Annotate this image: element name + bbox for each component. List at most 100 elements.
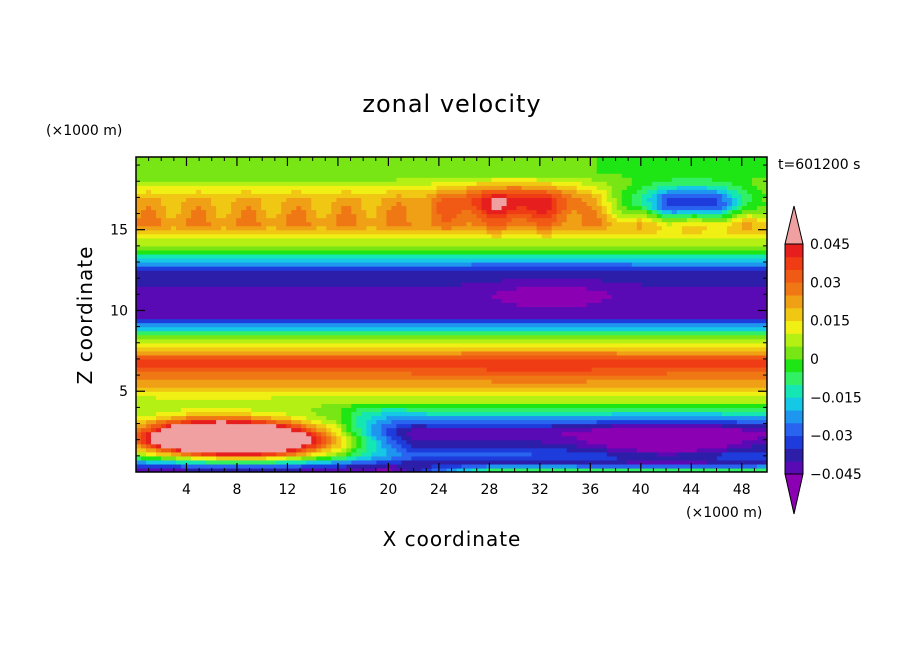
heatmap-cell [136, 294, 493, 299]
heatmap-cell [641, 185, 658, 190]
heatmap-cell [286, 451, 297, 457]
heatmap-cell [366, 447, 377, 453]
colorbar-tick-label: −0.045 [810, 467, 862, 483]
heatmap-cell [471, 467, 488, 472]
heatmap-cell [361, 451, 372, 457]
heatmap-cell [136, 419, 147, 425]
heatmap-cell [351, 459, 377, 465]
heatmap-cell [386, 463, 398, 469]
heatmap-cell [756, 185, 767, 190]
heatmap-cell [646, 213, 658, 219]
heatmap-cell [301, 205, 312, 211]
heatmap-cell [381, 423, 398, 429]
heatmap-cell [311, 197, 337, 203]
heatmap-cell [361, 443, 367, 449]
heatmap-cell [431, 217, 443, 223]
heatmap-cell [291, 419, 302, 425]
heatmap-cell [191, 455, 217, 461]
heatmap-cell [181, 407, 252, 413]
heatmap-cell [136, 379, 493, 384]
heatmap-cell [431, 181, 478, 186]
heatmap-cell [141, 435, 147, 441]
heatmap-cell [661, 225, 683, 231]
heatmap-cell [641, 217, 653, 223]
heatmap-cell [176, 225, 222, 231]
heatmap-cell [356, 423, 367, 429]
heatmap-cell [681, 229, 703, 235]
heatmap-cell [341, 419, 352, 425]
heatmap-cell [386, 209, 408, 215]
heatmap-cell [351, 419, 357, 425]
heatmap-cell [311, 431, 317, 437]
heatmap-cell [386, 451, 403, 457]
heatmap-cell [506, 221, 538, 227]
heatmap-cell [686, 217, 703, 223]
heatmap-cell [166, 209, 182, 215]
heatmap-cell [621, 189, 638, 194]
heatmap-cell [166, 213, 177, 219]
heatmap-cell [596, 213, 608, 219]
heatmap-cell [146, 447, 157, 453]
heatmap-cell [576, 189, 593, 194]
heatmap-cell [186, 197, 212, 203]
heatmap-cell [611, 221, 638, 227]
heatmap-cell [351, 189, 387, 194]
heatmap-cell [606, 451, 658, 457]
heatmap-cell [141, 443, 147, 449]
heatmap-cell [491, 197, 508, 203]
heatmap-cell [211, 201, 232, 207]
colorbar: 0.045 0.03 0.015 0 −0.015 −0.03 −0.045 [784, 205, 862, 515]
heatmap-cell [636, 217, 643, 223]
heatmap-cell [181, 451, 192, 457]
heatmap-cell [576, 463, 758, 469]
heatmap-cell [306, 459, 332, 465]
heatmap-cell [351, 443, 357, 449]
heatmap-cell [136, 213, 142, 219]
heatmap-cell [676, 185, 708, 190]
heatmap-cell [716, 201, 728, 207]
heatmap-cell [136, 181, 433, 186]
colorbar-tick-label: 0.045 [810, 237, 850, 253]
heatmap-cell [301, 189, 342, 194]
heatmap-cell [741, 201, 748, 207]
plot-area [136, 157, 767, 472]
heatmap-cell [736, 205, 743, 211]
heatmap-cell [706, 459, 767, 465]
heatmap-cell [331, 439, 337, 445]
heatmap-cell [136, 415, 157, 421]
heatmap-cell [136, 367, 488, 372]
heatmap-cell [631, 197, 643, 203]
heatmap-cell [471, 221, 488, 227]
heatmap-cell [611, 185, 628, 190]
heatmap-cell [301, 427, 307, 433]
heatmap-cell [391, 205, 408, 211]
heatmap-cell [301, 467, 377, 472]
heatmap-cell [346, 447, 352, 453]
heatmap-cell [411, 423, 428, 429]
heatmap-cell [356, 415, 372, 421]
heatmap-cell [431, 213, 443, 219]
heatmap-cell [336, 217, 357, 223]
heatmap-cell [136, 298, 503, 303]
heatmap-cell [606, 443, 728, 449]
heatmap-cell [181, 201, 212, 207]
colorbar-swatch [785, 320, 803, 334]
heatmap-cell [731, 217, 743, 223]
heatmap-cell [146, 423, 152, 429]
heatmap-cell [601, 201, 613, 207]
heatmap-cell [461, 209, 473, 215]
heatmap-cell [431, 197, 443, 203]
heatmap-cell [456, 213, 478, 219]
heatmap-cell [136, 463, 182, 469]
heatmap-cell [181, 419, 192, 425]
colorbar-swatch [785, 282, 803, 296]
heatmap-cell [356, 455, 372, 461]
heatmap-cell [396, 463, 433, 469]
x-axis-label: X coordinate [383, 527, 522, 551]
heatmap-cell [206, 217, 237, 223]
heatmap-cell [136, 342, 767, 348]
heatmap-cell [491, 233, 503, 239]
heatmap-cell [656, 221, 668, 227]
heatmap-cell [151, 423, 162, 429]
heatmap-cell [581, 181, 608, 186]
